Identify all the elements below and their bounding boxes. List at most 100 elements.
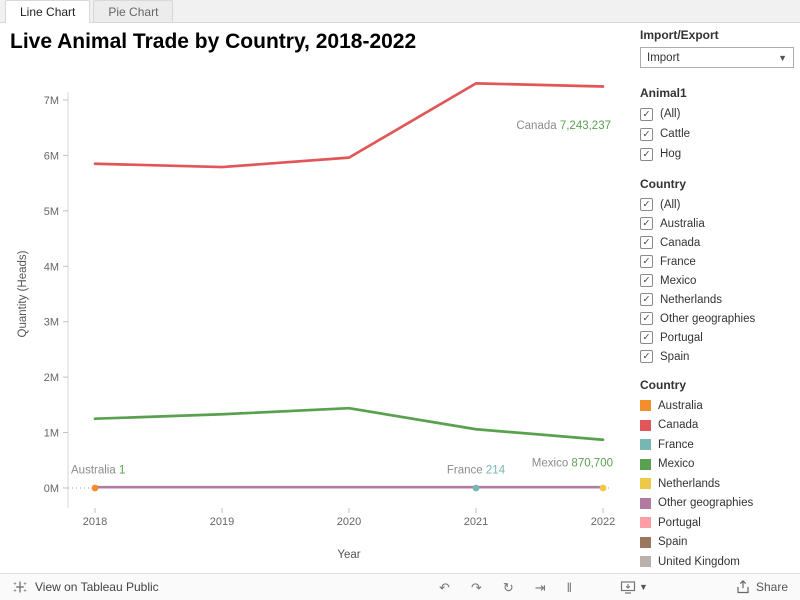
filter-item-label: Cattle (660, 128, 691, 140)
svg-text:1M: 1M (44, 428, 59, 440)
svg-text:6M: 6M (44, 150, 59, 162)
share-icon (737, 580, 749, 594)
filter-item-label: France (660, 255, 696, 268)
filter-item-label: Spain (660, 350, 690, 363)
checkbox-icon: ✓ (640, 147, 653, 161)
filter-item-mexico[interactable]: ✓ Mexico (640, 271, 794, 290)
filter-item-label: (All) (660, 198, 681, 211)
legend-item-label: Australia (658, 399, 703, 412)
legend-item-label: Portugal (658, 516, 701, 529)
filter-item-spain[interactable]: ✓ Spain (640, 347, 794, 366)
legend-item-united-kingdom[interactable]: United Kingdom (640, 552, 794, 572)
tableau-logo-icon (13, 581, 27, 593)
legend-swatch-icon (640, 556, 651, 568)
forward-icon[interactable]: ⇥ (534, 579, 546, 595)
filter-item-portugal[interactable]: ✓ Portugal (640, 328, 794, 347)
filter-item-cattle[interactable]: ✓ Cattle (640, 124, 794, 144)
checkbox-icon: ✓ (640, 293, 653, 306)
filter-item-label: (All) (660, 108, 681, 120)
svg-text:3M: 3M (44, 317, 59, 329)
svg-text:Year: Year (337, 549, 360, 561)
svg-text:2M: 2M (44, 372, 59, 384)
filter-item-label: Canada (660, 236, 701, 249)
svg-text:2019: 2019 (210, 516, 234, 528)
line-chart[interactable]: 0M 1M 2M 3M 4M 5M 6M 7M 2018 2019 2020 2021 2022 Quan… (10, 66, 635, 571)
legend-swatch-icon (640, 497, 651, 509)
checkbox-icon: ✓ (640, 331, 653, 344)
checkbox-icon: ✓ (640, 274, 653, 287)
legend-swatch-icon (640, 458, 651, 470)
pause-icon[interactable]: ‖ (566, 579, 573, 595)
legend-item-label: Other geographies (658, 497, 754, 510)
checkbox-icon: ✓ (640, 127, 653, 141)
filter-item-all[interactable]: ✓ (All) (640, 195, 794, 214)
import-export-parameter: Import/Export Import ▼ (640, 28, 794, 68)
filter-item-hog[interactable]: ✓ Hog (640, 144, 794, 164)
svg-text:2020: 2020 (337, 516, 361, 528)
svg-text:Mexico 870,700: Mexico 870,700 (532, 457, 613, 469)
tab-pie-chart[interactable]: Pie Chart (93, 0, 174, 22)
legend-swatch-icon (640, 439, 651, 451)
filter-item-all[interactable]: ✓ (All) (640, 104, 794, 124)
filter-item-label: Mexico (660, 274, 697, 287)
legend-swatch-icon (640, 536, 651, 548)
legend-item-mexico[interactable]: Mexico (640, 455, 794, 475)
checkbox-icon: ✓ (640, 312, 653, 325)
legend-item-canada[interactable]: Canada (640, 416, 794, 436)
filter-item-label: Netherlands (660, 293, 723, 306)
legend-item-label: Netherlands (658, 477, 721, 490)
filter-item-label: Hog (660, 148, 682, 160)
checkbox-icon: ✓ (640, 107, 653, 121)
tableau-public-link[interactable]: View on Tableau Public (12, 579, 159, 595)
country-color-legend: Country Australia Canada France Mexico Nethe… (640, 378, 794, 572)
filter-item-other-geographies[interactable]: ✓ Other geographies (640, 309, 794, 328)
svg-text:2021: 2021 (464, 516, 488, 528)
country-filter-title: Country (640, 177, 686, 191)
undo-icon[interactable]: ↶ (439, 579, 450, 595)
playback-controls: ↶ ↷ ↻ ⇥ ‖ (439, 581, 572, 594)
legend-item-other-geographies[interactable]: Other geographies (640, 494, 794, 514)
chevron-down-icon: ▼ (639, 582, 648, 592)
view-on-tableau-public-label: View on Tableau Public (35, 580, 159, 594)
legend-item-france[interactable]: France (640, 435, 794, 455)
legend-item-netherlands[interactable]: Netherlands (640, 474, 794, 494)
filter-item-france[interactable]: ✓ France (640, 252, 794, 271)
legend-item-label: Canada (658, 419, 699, 432)
filter-item-australia[interactable]: ✓ Australia (640, 214, 794, 233)
sidebar: Import/Export Import ▼ Animal1 ✓ (All) ✓ Ca… (640, 28, 794, 572)
checkbox-icon: ✓ (640, 217, 653, 230)
page-title: Live Animal Trade by Country, 2018-2022 (10, 30, 417, 53)
checkbox-icon: ✓ (640, 350, 653, 363)
import-export-value: Import (647, 51, 680, 64)
animal-filter-title: Animal1 (640, 86, 687, 100)
svg-text:5M: 5M (44, 206, 59, 218)
svg-text:Quantity (Heads): Quantity (Heads) (17, 250, 29, 337)
reset-icon[interactable]: ↻ (502, 579, 514, 595)
legend-item-portugal[interactable]: Portugal (640, 513, 794, 533)
svg-text:7M: 7M (44, 95, 59, 107)
legend-item-spain[interactable]: Spain (640, 533, 794, 553)
svg-text:Canada 7,243,237: Canada 7,243,237 (516, 120, 611, 132)
download-icon (620, 580, 636, 594)
filter-item-canada[interactable]: ✓ Canada (640, 233, 794, 252)
sheet-tabs: Line Chart Pie Chart (0, 0, 800, 23)
legend-item-label: Mexico (658, 458, 695, 471)
import-export-dropdown[interactable]: Import ▼ (640, 47, 794, 68)
animal-filter: Animal1 ✓ (All) ✓ Cattle ✓ Hog (640, 86, 794, 164)
legend-item-australia[interactable]: Australia (640, 396, 794, 416)
download-button[interactable]: ▼ (620, 580, 648, 594)
checkbox-icon: ✓ (640, 198, 653, 211)
svg-text:2018: 2018 (83, 516, 107, 528)
svg-text:Australia 1: Australia 1 (71, 465, 125, 477)
legend-swatch-icon (640, 517, 651, 529)
filter-item-netherlands[interactable]: ✓ Netherlands (640, 290, 794, 309)
tableau-toolbar: View on Tableau Public ↶ ↷ ↻ ⇥ ‖ ▼ Share (0, 573, 800, 600)
share-button[interactable]: Share (736, 580, 788, 594)
filter-item-label: Australia (660, 217, 705, 230)
country-filter: Country ✓ (All) ✓ Australia ✓ Canada ✓ France ✓ M… (640, 177, 794, 366)
svg-text:France 214: France 214 (447, 465, 506, 477)
tab-line-chart[interactable]: Line Chart (5, 0, 91, 23)
chevron-down-icon: ▼ (778, 52, 787, 63)
checkbox-icon: ✓ (640, 255, 653, 268)
redo-icon[interactable]: ↷ (470, 579, 482, 595)
